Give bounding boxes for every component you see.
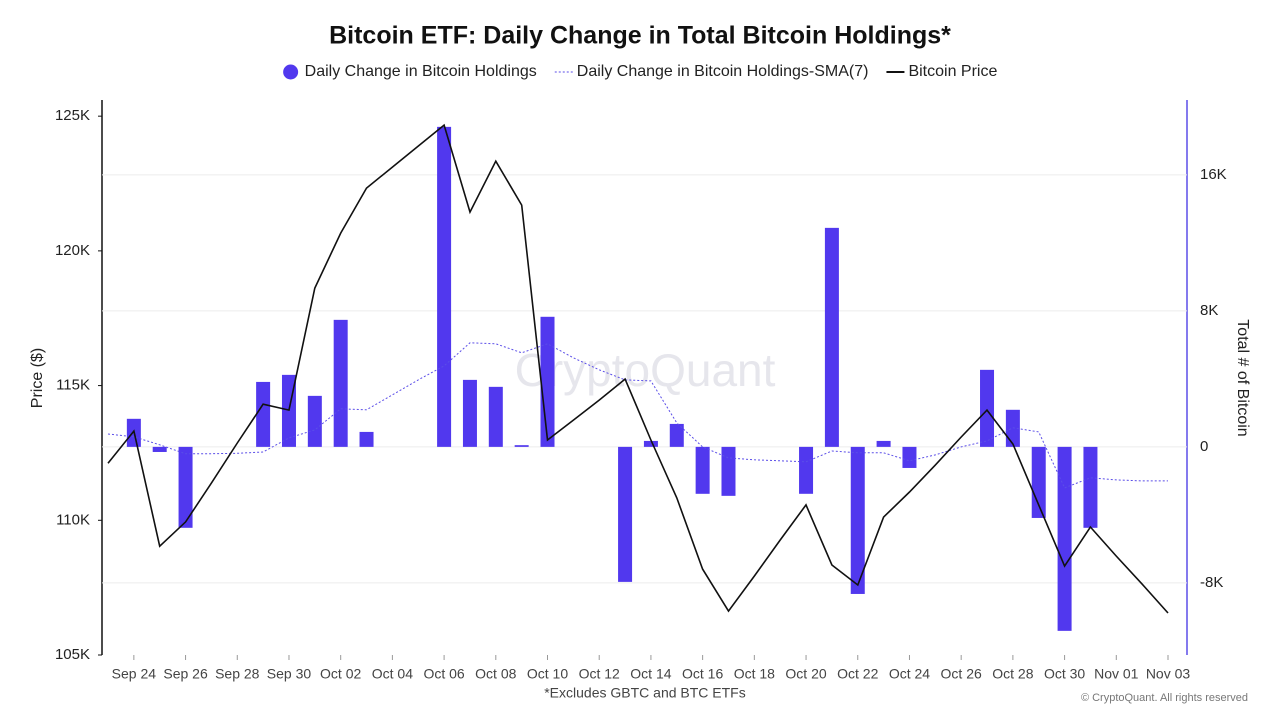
x-tick-label: Oct 02	[320, 666, 361, 682]
x-tick-label: Nov 01	[1094, 666, 1139, 682]
x-tick-label: Oct 22	[837, 666, 878, 682]
y-tick-label: 125K	[55, 107, 90, 124]
bar	[488, 386, 503, 447]
x-tick-label: Oct 24	[889, 666, 930, 682]
bar	[824, 227, 839, 447]
y-tick-label: 105K	[55, 646, 90, 663]
x-tick-label: Oct 18	[734, 666, 775, 682]
bar	[1083, 446, 1098, 528]
bar	[178, 446, 193, 528]
bar	[902, 446, 917, 468]
bar	[1005, 409, 1020, 447]
x-tick-label: Oct 14	[630, 666, 671, 682]
bar	[799, 446, 814, 494]
bar	[850, 446, 865, 594]
x-tick-label: Oct 30	[1044, 666, 1085, 682]
bar	[1057, 446, 1072, 631]
bar	[643, 440, 658, 447]
y-tick-label: 115K	[56, 377, 90, 394]
x-tick-label: Sep 24	[112, 666, 157, 682]
footnote: *Excludes GBTC and BTC ETFs	[544, 685, 746, 701]
bar	[256, 381, 271, 447]
x-tick-label: Oct 20	[785, 666, 826, 682]
price-line	[107, 123, 1169, 614]
bar	[876, 440, 891, 447]
x-tick-label: Oct 16	[682, 666, 723, 682]
bar	[721, 446, 736, 496]
x-tick-label: Sep 28	[215, 666, 260, 682]
y2-tick-label: -8K	[1200, 574, 1223, 591]
y-tick-label: 110K	[56, 511, 90, 528]
x-tick-label: Oct 12	[579, 666, 620, 682]
y2-axis-label: Total # of Bitcoin	[1234, 319, 1251, 436]
sma-line	[107, 342, 1168, 489]
credit: © CryptoQuant. All rights reserved	[1081, 692, 1248, 704]
x-tick-label: Oct 26	[941, 666, 982, 682]
y2-tick-label: 16K	[1200, 166, 1227, 183]
y-axis-label: Price ($)	[29, 348, 46, 408]
bar	[437, 126, 452, 447]
x-tick-label: Oct 06	[423, 666, 464, 682]
legend-label: Bitcoin Price	[908, 63, 997, 80]
x-tick-label: Oct 08	[475, 666, 516, 682]
legend-item[interactable]: Daily Change in Bitcoin Holdings	[283, 63, 537, 80]
bar	[307, 395, 322, 447]
bar	[618, 446, 633, 582]
y2-tick-label: 0	[1200, 438, 1208, 455]
x-tick-label: Sep 30	[267, 666, 312, 682]
legend-item[interactable]: Daily Change in Bitcoin Holdings-SMA(7)	[554, 63, 869, 80]
bar	[359, 431, 374, 447]
watermark: CryptoQuant	[515, 344, 776, 396]
legend-label: Daily Change in Bitcoin Holdings	[305, 63, 537, 80]
y2-tick-label: 8K	[1200, 302, 1218, 319]
bar	[980, 369, 995, 447]
legend-item[interactable]: Bitcoin Price	[886, 63, 997, 80]
y-tick-label: 120K	[55, 242, 90, 259]
chart-title: Bitcoin ETF: Daily Change in Total Bitco…	[329, 22, 951, 50]
bar	[514, 445, 529, 447]
x-tick-label: Oct 28	[992, 666, 1033, 682]
bar	[462, 379, 477, 447]
x-tick-label: Oct 04	[372, 666, 413, 682]
x-tick-label: Nov 03	[1146, 666, 1191, 682]
bar	[540, 316, 555, 447]
bar	[669, 423, 684, 447]
bar	[152, 446, 167, 452]
bar	[695, 446, 710, 494]
bar	[1031, 446, 1046, 518]
legend-marker	[283, 64, 299, 80]
legend-label: Daily Change in Bitcoin Holdings-SMA(7)	[577, 63, 869, 80]
x-tick-label: Sep 26	[163, 666, 208, 682]
x-tick-label: Oct 10	[527, 666, 568, 682]
bar	[333, 319, 348, 447]
